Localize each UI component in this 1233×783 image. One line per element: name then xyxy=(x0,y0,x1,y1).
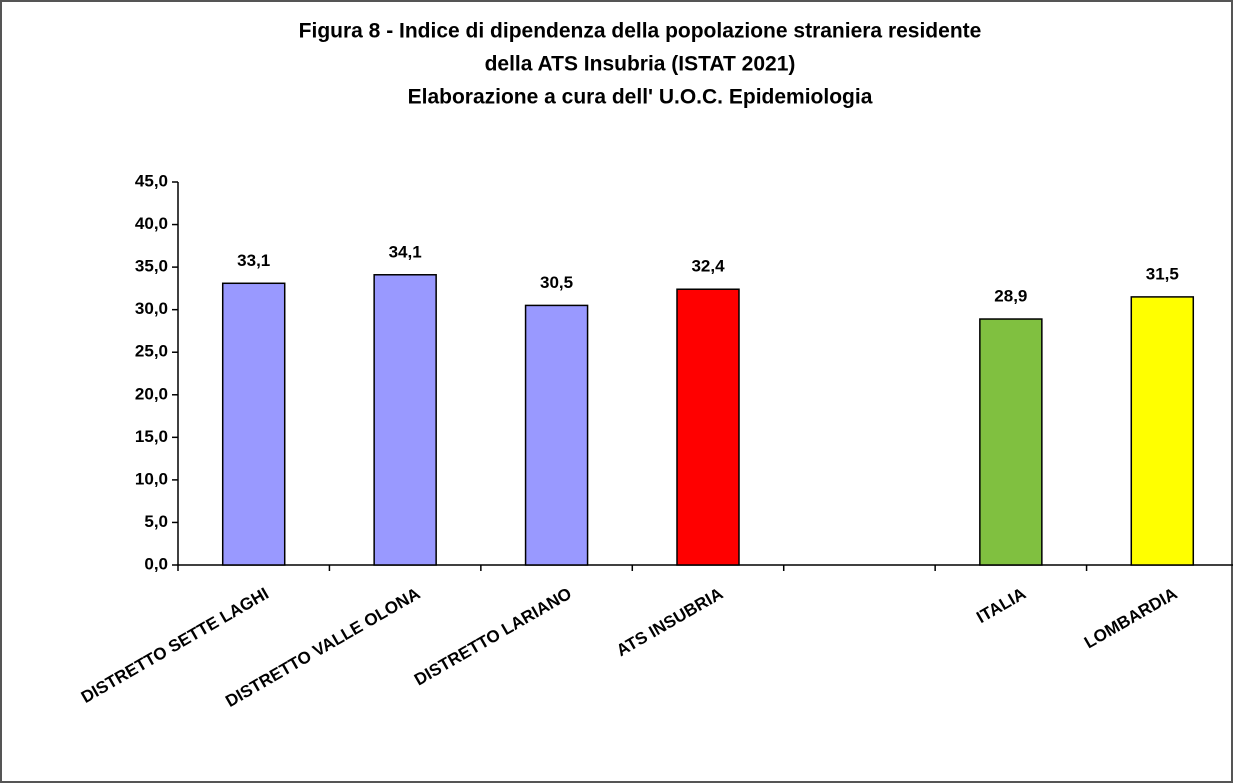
bar xyxy=(676,288,740,566)
y-tick-label: 25,0 xyxy=(135,342,168,361)
y-tick-label: 10,0 xyxy=(135,469,168,488)
data-label: 32,4 xyxy=(691,257,725,276)
bar xyxy=(979,318,1043,566)
y-tick-label: 15,0 xyxy=(135,427,168,446)
data-label: 33,1 xyxy=(237,251,270,270)
y-tick-label: 40,0 xyxy=(135,214,168,233)
bar xyxy=(1130,296,1195,566)
bar xyxy=(373,274,437,566)
bar xyxy=(524,304,589,566)
y-tick-label: 0,0 xyxy=(144,554,168,573)
chart-title: della ATS Insubria (ISTAT 2021) xyxy=(485,53,796,76)
chart-title: Figura 8 - Indice di dipendenza della po… xyxy=(299,20,982,43)
bar xyxy=(221,282,286,566)
y-tick-label: 20,0 xyxy=(135,384,168,403)
y-tick-label: 30,0 xyxy=(135,299,168,318)
data-label: 34,1 xyxy=(389,242,422,261)
chart-title: Elaborazione a cura dell' U.O.C. Epidemi… xyxy=(408,86,873,109)
data-label: 31,5 xyxy=(1146,264,1179,283)
y-tick-label: 5,0 xyxy=(144,512,168,531)
y-tick-label: 35,0 xyxy=(135,257,168,276)
y-tick-label: 45,0 xyxy=(135,171,168,190)
data-label: 28,9 xyxy=(994,287,1027,306)
data-label: 30,5 xyxy=(540,273,573,292)
